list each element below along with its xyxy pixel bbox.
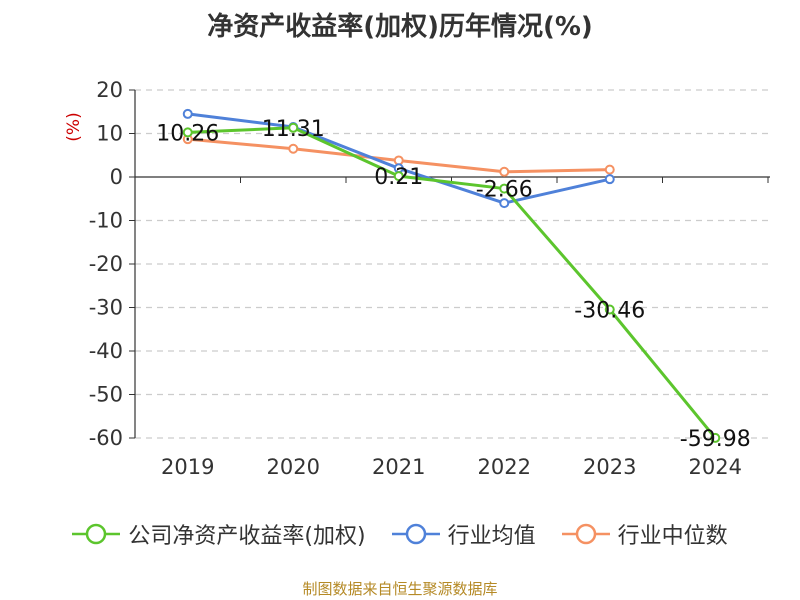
data-label: -2.66 xyxy=(476,178,533,203)
legend-item-1[interactable]: 行业均值 xyxy=(391,518,536,550)
y-axis-label: (%) xyxy=(64,112,84,141)
legend-label: 行业中位数 xyxy=(617,524,728,549)
series-line-0 xyxy=(187,126,717,439)
x-tick-label: 2024 xyxy=(689,455,742,479)
x-tick-label: 2021 xyxy=(372,455,425,479)
y-tick-label: -10 xyxy=(89,209,123,233)
data-label: 10.26 xyxy=(156,121,219,146)
data-point xyxy=(604,174,615,185)
legend-marker-icon xyxy=(561,523,610,545)
data-label: 0.21 xyxy=(374,165,423,190)
y-tick-label: -30 xyxy=(89,296,123,320)
x-tick-label: 2022 xyxy=(478,455,531,479)
y-tick-label: -60 xyxy=(89,426,123,450)
data-point xyxy=(182,108,193,119)
legend-item-0[interactable]: 公司净资产收益率(加权) xyxy=(72,518,366,550)
data-label: -30.46 xyxy=(574,299,645,324)
x-tick-labels: 2019 2020 2021 2022 2023 2024 xyxy=(161,455,742,479)
data-point xyxy=(499,183,510,194)
data-point xyxy=(710,432,721,443)
y-tick-label: 0 xyxy=(110,165,123,189)
y-tick-label: -20 xyxy=(89,252,123,276)
y-tick-label: 10 xyxy=(96,122,123,146)
data-point xyxy=(499,198,510,209)
axes xyxy=(129,89,770,439)
legend-marker-icon xyxy=(391,523,440,545)
data-point xyxy=(288,122,299,133)
legend-marker-icon xyxy=(72,523,121,545)
y-tick-label: 20 xyxy=(96,78,123,102)
data-point xyxy=(604,164,615,175)
data-point xyxy=(604,304,615,315)
chart-title: 净资产收益率(加权)历年情况(%) xyxy=(207,12,593,42)
data-label: 11.31 xyxy=(262,117,325,142)
data-point xyxy=(393,171,404,182)
y-tick-label: -40 xyxy=(89,339,123,363)
data-label: -59.98 xyxy=(680,427,751,452)
legend-label: 行业均值 xyxy=(447,524,536,549)
data-point xyxy=(182,127,193,138)
legend-label: 公司净资产收益率(加权) xyxy=(128,524,366,549)
x-tick-label: 2019 xyxy=(161,455,214,479)
legend: 公司净资产收益率(加权) 行业均值 行业中位数 xyxy=(0,518,800,550)
x-tick-label: 2023 xyxy=(583,455,636,479)
data-point xyxy=(393,155,404,166)
data-point xyxy=(288,143,299,154)
series-lines xyxy=(187,112,717,439)
source-note: 制图数据来自恒生聚源数据库 xyxy=(302,580,498,598)
y-tick-label: -50 xyxy=(89,383,123,407)
series-points xyxy=(182,108,721,443)
line-chart: 20 10 0 -10 -20 -30 -40 -50 -60 2019 2020 2021 2022… xyxy=(64,78,770,479)
data-labels: 10.26 11.31 0.21 -2.66 -30.46 -59.98 xyxy=(156,117,750,452)
legend-item-2[interactable]: 行业中位数 xyxy=(561,518,728,550)
data-point xyxy=(499,166,510,177)
x-tick-label: 2020 xyxy=(267,455,320,479)
y-tick-labels: 20 10 0 -10 -20 -30 -40 -50 -60 xyxy=(89,78,123,450)
